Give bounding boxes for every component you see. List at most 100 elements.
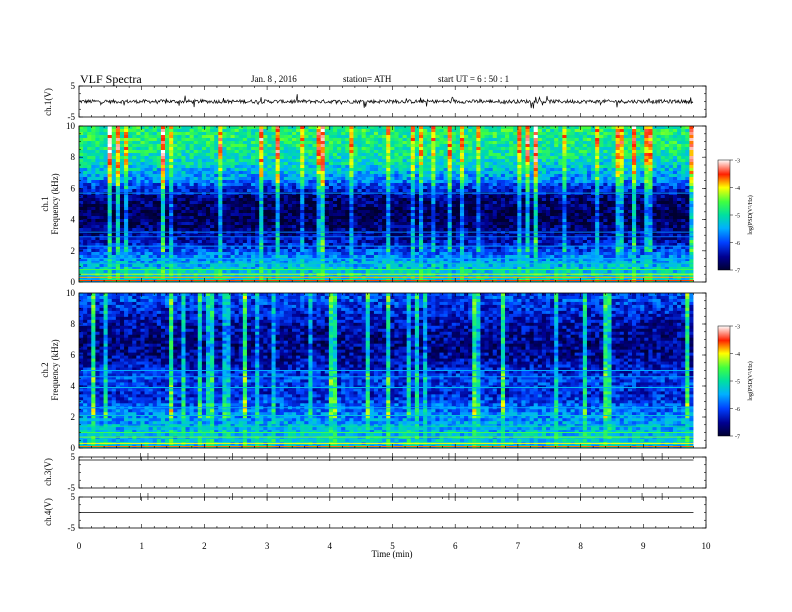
spectrogram-cell [87,264,92,268]
spectrogram-cell [148,153,154,157]
spectrogram-cell [402,261,408,265]
spectrogram-cell [345,204,350,208]
spectrogram-cell [287,264,293,268]
spectrogram-cell [283,141,289,145]
spectrogram-cell [443,231,449,235]
spectrogram-cell [320,129,326,133]
spectrogram-cell [271,183,277,187]
spectrogram-cell [238,234,244,238]
spectrogram-cell [357,165,363,169]
spectrogram-cell [95,261,100,265]
spectrogram-cell [197,162,203,166]
spectrogram-cell [455,162,461,166]
spectrogram-cell [435,159,440,163]
spectrogram-cell [283,249,289,253]
spectrogram-cell [349,246,354,250]
spectrogram-cell [459,126,465,130]
spectrogram-cell [459,174,465,178]
spectrogram-cell [156,216,162,220]
spectrogram-cell [275,186,281,190]
spectrogram-cell [447,255,453,259]
spectrogram-cell [83,144,88,148]
spectrogram-cell [386,207,391,211]
spectrogram-cell [447,225,453,229]
spectrogram-cell [353,144,358,148]
spectrogram-cell [165,261,170,265]
spectrogram-cell [365,246,371,250]
spectrogram-cell [103,219,109,223]
spectrogram-cell [361,144,367,148]
spectrogram-cell [152,243,158,247]
spectrogram-cell [251,153,256,157]
spectrogram-cell [386,174,391,178]
spectrogram-cell [193,207,199,211]
spectrogram-cell [185,264,191,268]
spectrogram-cell [124,174,129,178]
spectrogram-cell [292,168,297,172]
spectrogram-cell [160,207,166,211]
spectrogram-cell [205,132,211,136]
spectrogram-cell [349,219,354,223]
spectrogram-cell [447,264,453,268]
spectrogram-cell [394,180,399,184]
spectrogram-cell [156,270,162,274]
spectrogram-cell [398,165,404,169]
spectrogram-cell [267,225,272,229]
spectrogram-cell [107,201,113,205]
spectrogram-cell [398,258,404,262]
spectrogram-cell [140,162,145,166]
spectrogram-cell [341,147,346,151]
spectrogram-cell [451,153,457,157]
spectrogram-cell [312,267,317,271]
spectrogram-cell [124,159,129,163]
spectrogram-cell [255,264,260,268]
spectrogram-cell [423,252,428,256]
spectrogram-cell [148,231,154,235]
spectrogram-cell [238,189,244,193]
spectrogram-cell [156,207,162,211]
spectrogram-cell [251,222,256,226]
spectrogram-cell [386,201,391,205]
spectrogram-cell [185,204,191,208]
spectrogram-cell [345,261,350,265]
spectrogram-cell [115,252,121,256]
spectrogram-cell [459,243,465,247]
spectrogram-cell [165,222,170,226]
spectrogram-cell [431,189,436,193]
spectrogram-cell [337,255,342,259]
spectrogram-cell [283,243,289,247]
spectrogram-cell [222,153,227,157]
spectrogram-cell [451,240,457,244]
spectrogram-cell [238,144,244,148]
spectrogram-cell [455,222,461,226]
spectrogram-cell [79,192,84,196]
spectrogram-cell [177,147,182,151]
spectrogram-cell [136,156,141,160]
spectrogram-cell [283,174,289,178]
spectrogram-cell [279,195,285,199]
spectrogram-cell [406,228,412,232]
spectrogram-cell [79,270,84,274]
spectrogram-cell [103,270,109,274]
spectrogram-cell [218,192,223,196]
spectrogram-cell [103,165,109,169]
spectrogram-cell [361,180,367,184]
spectrogram-cell [95,144,100,148]
spectrogram-cell [152,162,158,166]
spectrogram-cell [337,126,342,130]
spectrogram-cell [263,150,268,154]
spectrogram-cell [201,216,207,220]
spectrogram-cell [148,186,154,190]
spectrogram-cell [234,249,240,253]
spectrogram-cell [156,252,162,256]
spectrogram-cell [406,201,412,205]
spectrogram-cell [341,207,346,211]
spectrogram-cell [300,213,305,217]
spectrogram-cell [246,207,252,211]
spectrogram-cell [83,210,88,214]
spectrogram-cell [423,126,428,130]
spectrogram-cell [128,162,133,166]
spectrogram-cell [91,168,96,172]
spectrogram-cell [406,132,412,136]
spectrogram-cell [91,258,96,262]
